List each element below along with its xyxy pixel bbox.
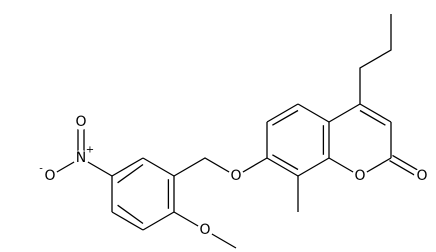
bonds xyxy=(49,14,424,249)
atom-label: O xyxy=(416,168,427,184)
atom-labels: N + O O - O O O O xyxy=(39,114,427,238)
atom-label: O xyxy=(230,168,241,184)
atom-label: O xyxy=(75,114,86,130)
label-gaps xyxy=(42,114,430,238)
atom-label: N xyxy=(76,150,86,166)
atom-charge: - xyxy=(39,164,43,175)
atom-charge: + xyxy=(86,145,94,156)
atom-label: O xyxy=(354,168,365,184)
atom-label: O xyxy=(199,222,210,238)
atom-label: O xyxy=(44,168,55,184)
